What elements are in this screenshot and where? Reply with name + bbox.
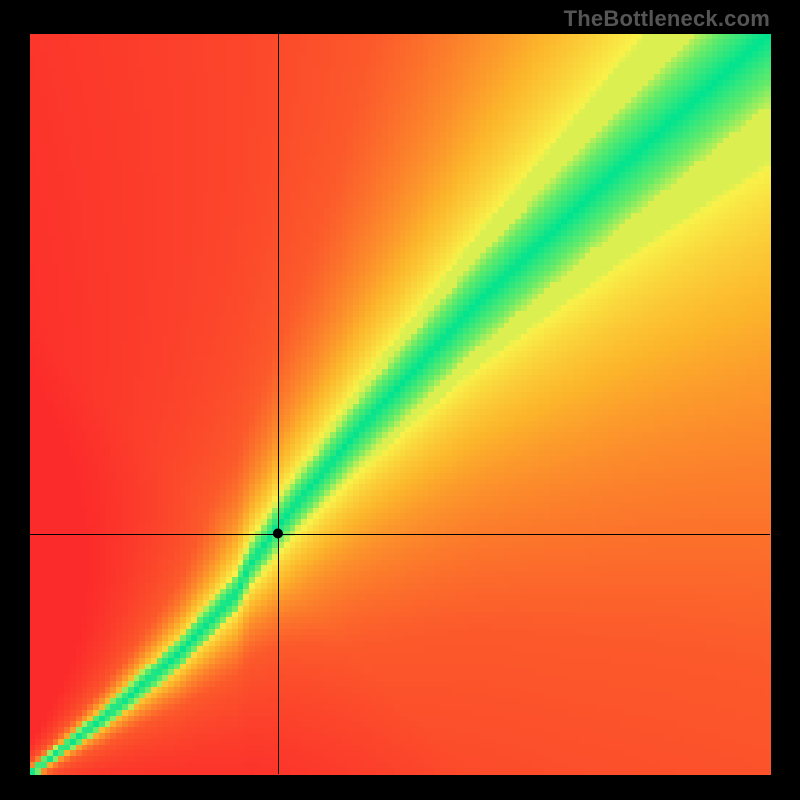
bottleneck-heatmap	[0, 0, 800, 800]
watermark-text: TheBottleneck.com	[564, 6, 770, 32]
